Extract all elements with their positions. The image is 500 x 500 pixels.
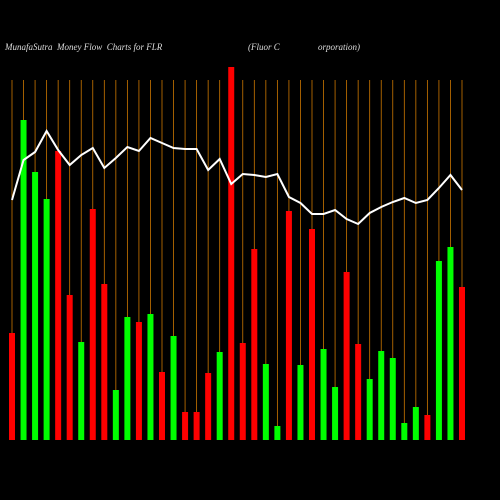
bar: [101, 284, 108, 440]
bar: [378, 351, 385, 440]
bar: [124, 317, 131, 440]
bar: [20, 120, 27, 440]
bar: [55, 151, 62, 440]
bar: [401, 423, 408, 440]
bar: [89, 209, 96, 440]
bar: [159, 372, 165, 440]
bar: [170, 336, 177, 440]
bar: [343, 272, 350, 440]
bar: [366, 379, 373, 440]
bar: [309, 229, 315, 440]
bar: [32, 172, 39, 440]
bar: [182, 412, 189, 440]
bar: [147, 314, 154, 440]
bar: [355, 344, 362, 440]
bar: [228, 67, 235, 440]
money-flow-line: [11, 129, 463, 226]
bar: [262, 364, 269, 440]
bar: [435, 261, 442, 440]
bar: [285, 211, 292, 440]
bar: [447, 247, 454, 440]
bar: [274, 426, 281, 440]
bar: [459, 287, 465, 440]
bar: [9, 333, 15, 440]
bar: [205, 373, 212, 440]
bar: [216, 352, 223, 440]
bar: [193, 412, 200, 440]
bar: [43, 199, 50, 440]
bar: [66, 295, 73, 440]
chart-subtitle: (Fluor C orporation): [248, 42, 360, 52]
bar: [135, 322, 142, 440]
bar: [78, 342, 85, 440]
bar: [332, 387, 339, 440]
bar: [424, 415, 431, 440]
bar: [412, 407, 419, 440]
bar: [112, 390, 119, 440]
bar: [297, 365, 304, 440]
chart-title: MunafaSutra Money Flow Charts for FLR: [4, 42, 163, 52]
bar: [239, 343, 246, 440]
bar: [389, 358, 396, 440]
bar: [251, 249, 258, 440]
bar: [320, 349, 327, 440]
